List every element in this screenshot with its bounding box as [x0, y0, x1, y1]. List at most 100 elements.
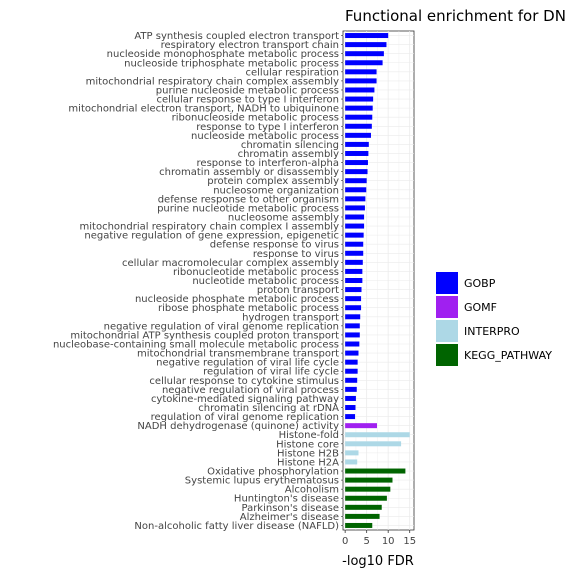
category-label: cellular macromolecular complex assembly [122, 258, 339, 269]
bar [345, 150, 369, 156]
category-label: mitochondrial respiratory chain complex … [86, 76, 339, 87]
category-label: Alzheimer's disease [240, 512, 339, 523]
x-tick-label: 0 [342, 536, 348, 547]
bar [345, 278, 363, 283]
bar [345, 250, 364, 256]
x-tick-label: 10 [382, 536, 395, 547]
category-labels: ATP synthesis coupled electron transport… [53, 31, 343, 532]
category-label: Histone H2A [277, 457, 339, 468]
bar [345, 114, 373, 120]
category-label: nucleoside triphosphate metabolic proces… [124, 58, 339, 69]
category-label: negative regulation of viral life cycle [156, 358, 339, 369]
category-label: nucleoside phosphate metabolic process [135, 294, 339, 305]
legend-key [436, 344, 458, 366]
category-label: ribonucleotide metabolic process [173, 267, 339, 278]
category-label: Histone-fold [279, 430, 339, 441]
bar [345, 232, 364, 238]
category-label: ribose phosphate metabolic process [158, 303, 339, 314]
bar [345, 287, 362, 293]
bar [345, 513, 380, 519]
bar [345, 205, 365, 211]
category-label: Parkinson's disease [241, 503, 339, 514]
bar [345, 459, 358, 465]
category-label: NADH dehydrogenase (quinone) activity [137, 421, 339, 432]
category-label: response to type I interferon [196, 122, 339, 133]
bar [345, 495, 387, 501]
category-label: Histone core [276, 439, 339, 450]
bar [345, 368, 358, 374]
category-label: Non-alcoholic fatty liver disease (NAFLD… [134, 521, 339, 532]
legend-key [436, 296, 458, 318]
category-label: Histone H2B [277, 448, 339, 459]
bar [345, 214, 365, 220]
bar [345, 377, 358, 383]
category-label: response to interferon-alpha [197, 158, 339, 169]
bar [345, 414, 356, 420]
category-label: defense response to virus [210, 240, 339, 251]
category-label: Oxidative phosphorylation [207, 467, 339, 478]
category-label: ATP synthesis coupled electron transport [134, 31, 339, 42]
bar [345, 350, 359, 356]
bar [345, 268, 363, 274]
category-label: negative regulation of gene expression, … [84, 231, 339, 242]
category-label: proton transport [257, 285, 339, 296]
category-label: mitochondrial transmembrane transport [137, 349, 339, 360]
category-label: mitochondrial respiratory chain complex … [80, 222, 340, 233]
bar [345, 441, 402, 447]
category-label: cellular response to type I interferon [156, 95, 339, 106]
category-label: ribonucleoside metabolic process [172, 113, 339, 124]
bar [345, 105, 373, 111]
bars-layer [345, 33, 410, 528]
legend-label: GOMF [464, 301, 497, 314]
bar [345, 96, 374, 102]
category-label: purine nucleotide metabolic process [157, 203, 339, 214]
category-label: hydrogen transport [242, 312, 339, 323]
bar [345, 323, 360, 329]
bar [345, 141, 369, 147]
category-label: chromatin silencing at rDNA [198, 403, 339, 414]
category-label: nucleosome assembly [228, 212, 339, 223]
category-label: cellular response to cytokine stimulus [149, 376, 339, 387]
bar [345, 395, 356, 401]
bar [345, 178, 367, 184]
category-label: chromatin assembly [238, 149, 339, 160]
bar [345, 123, 372, 129]
bar [345, 305, 362, 311]
bar [345, 223, 365, 229]
category-label: purine nucleoside metabolic process [156, 85, 339, 96]
category-label: response to virus [253, 249, 339, 260]
bar [345, 69, 377, 75]
category-label: nucleotide metabolic process [192, 276, 339, 287]
legend: GOBP GOMF INTERPRO KEGG_PATHWAY [436, 272, 552, 366]
bar [345, 33, 389, 39]
category-label: chromatin silencing [241, 140, 339, 151]
x-axis-title: -log10 FDR [342, 554, 414, 569]
category-label: respiratory electron transport chain [161, 40, 339, 51]
bar [345, 423, 377, 429]
category-label: Systemic lupus erythematosus [185, 476, 339, 487]
category-label: nucleoside metabolic process [191, 131, 339, 142]
category-label: cytokine-mediated signaling pathway [151, 394, 339, 405]
category-label: cellular respiration [245, 67, 339, 78]
category-label: regulation of viral genome replication [151, 412, 339, 423]
bar [345, 486, 391, 492]
category-label: negative regulation of viral process [162, 385, 339, 396]
bar [345, 87, 375, 93]
bar [345, 468, 406, 474]
category-label: nucleobase-containing small molecule met… [53, 340, 339, 351]
category-label: mitochondrial ATP synthesis coupled prot… [70, 330, 339, 341]
category-label: protein complex assembly [207, 176, 339, 187]
category-label: Huntington's disease [234, 494, 339, 505]
bar [345, 187, 367, 193]
category-label: negative regulation of viral genome repl… [104, 321, 339, 332]
bar [345, 296, 362, 302]
bar [345, 259, 363, 265]
bar [345, 332, 360, 338]
x-axis: 0 5 10 15 [342, 530, 416, 547]
legend-key [436, 272, 458, 294]
bar [345, 386, 357, 392]
legend-label: KEGG_PATHWAY [464, 349, 552, 362]
x-tick-label: 15 [403, 536, 416, 547]
category-label: defense response to other organism [158, 194, 339, 205]
